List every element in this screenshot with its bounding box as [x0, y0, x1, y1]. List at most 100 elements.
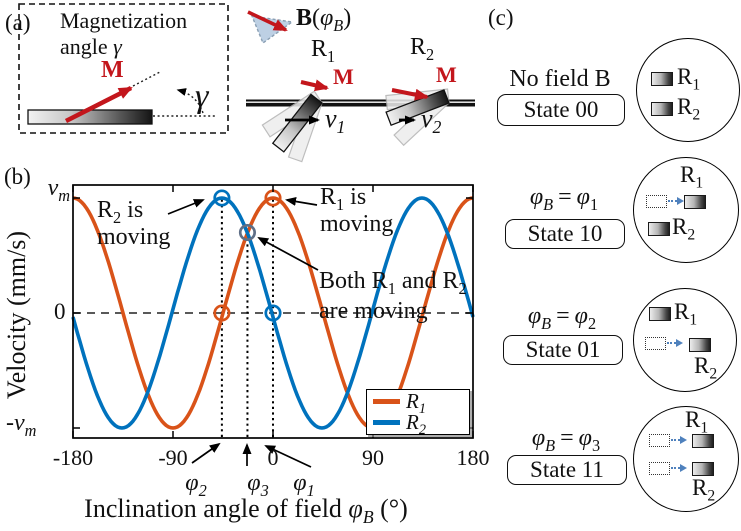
r2-m-arrow: [391, 88, 429, 101]
state2-box: State 01: [503, 335, 623, 365]
r1-m-label: M: [333, 64, 354, 89]
state1-condition: φB = φ1: [505, 184, 623, 214]
r1-sub: 1: [700, 419, 709, 437]
cond-phi: φ: [529, 184, 544, 210]
field-arrow: [247, 10, 288, 32]
state1-r1-arrow: [668, 196, 684, 206]
v1-base: v: [325, 104, 337, 133]
gamma-angle-arc: [176, 88, 204, 114]
r2-sub: 2: [709, 365, 718, 383]
field-phi-sub: B: [333, 15, 344, 35]
y-min-label: -vm: [6, 410, 36, 438]
ann-r2-line2: moving: [97, 224, 171, 250]
state3-box: State 11: [507, 455, 627, 485]
robot-r1: [261, 79, 329, 163]
r1-sub: 1: [689, 311, 698, 329]
r2-m-label: M: [436, 62, 457, 87]
cond-val: φ: [578, 425, 592, 451]
state2-r2-label: R2: [694, 353, 717, 382]
state2-r1-rect: [649, 307, 671, 321]
x-title-post: (°): [373, 494, 408, 523]
ann-r1-sub: 1: [336, 194, 345, 214]
cond-eq: =: [560, 425, 574, 451]
robot-r2: [385, 88, 450, 147]
r1-base: R: [677, 64, 693, 89]
marker-R2: [264, 304, 282, 322]
x-tick-label: 180: [456, 445, 490, 470]
state2-r2-rect: [689, 338, 711, 352]
state2-r2-ghost: [645, 337, 666, 350]
r2-base: R: [410, 34, 427, 60]
state0-r2-label: R2: [677, 94, 700, 123]
ann-both-line2: are moving: [319, 298, 428, 324]
v2-sub: 2: [432, 117, 442, 138]
state1-r1-label: R1: [680, 162, 703, 191]
state0-circle: R1 R2: [636, 38, 740, 142]
state3-r2-label: R2: [692, 475, 715, 504]
r1-robot-label: R1: [311, 36, 336, 66]
state2-r2-arrow: [667, 338, 683, 348]
r1-base: R: [685, 407, 701, 432]
gamma-symbol-inline: γ: [113, 34, 122, 59]
legend-row-r1: R1: [371, 391, 465, 416]
r1-sub: 1: [692, 76, 701, 94]
state1-circle: R1 R2: [633, 157, 739, 263]
legend-r2-sub: 2: [418, 422, 426, 439]
phi1-base: φ: [293, 470, 307, 496]
cond-phi: φ: [527, 303, 542, 329]
ann-r2-sub: 2: [113, 207, 122, 227]
r1-base: R: [674, 299, 690, 324]
cond-phi-sub: B: [543, 194, 554, 214]
panel-b-label: (b): [4, 164, 31, 189]
ann-r1-post: is: [344, 184, 367, 210]
state1-r1-rect: [684, 195, 706, 209]
ann-r1-line2: moving: [320, 211, 394, 237]
state0-r1-rect: [651, 72, 673, 86]
x-tick-label: 90: [362, 445, 384, 470]
ann-both-mid: and R: [395, 268, 459, 294]
ann-r1-pre: R: [320, 184, 337, 210]
ann-r2-pre: R: [97, 197, 114, 223]
phi1-label: φ1: [293, 470, 315, 500]
r1-base: R: [311, 36, 328, 62]
field-b-label: B(φB): [296, 5, 351, 35]
panel-a-title-line2: angle: [60, 34, 114, 59]
chart-plot-group: [71, 184, 475, 439]
phi3-base: φ: [247, 470, 261, 496]
both-moving-annotation: Both R1 and R2 are moving: [319, 266, 467, 326]
r2-sub: 2: [426, 44, 435, 64]
x-tick-label: -180: [52, 445, 94, 470]
r1-moving-annotation-arrow: [285, 197, 318, 206]
cond-phi-sub: B: [541, 313, 552, 333]
ann-both-sub2: 2: [458, 278, 467, 298]
both-moving-annotation-arrow: [257, 237, 319, 271]
magnetization-dotted-extension: [132, 71, 161, 87]
magnetization-arrow: [64, 85, 133, 124]
state3-condition: φB = φ3: [507, 425, 625, 455]
cond-val-sub: 2: [587, 313, 597, 333]
panel-a-dashed-box: [18, 3, 229, 134]
cond-phi: φ: [531, 425, 546, 451]
state3-circle: R1 R2: [633, 406, 739, 512]
v1-label: v1: [325, 104, 345, 136]
r1-sub: 1: [327, 46, 336, 66]
cond-val-sub: 3: [591, 435, 601, 455]
marker-R1: [213, 304, 231, 322]
legend-swatch: [373, 420, 400, 425]
phi1-sub: 1: [306, 480, 315, 500]
ann-r2-post: is: [121, 197, 144, 223]
state2-condition: φB = φ2: [503, 303, 621, 333]
plot-border: [72, 184, 474, 439]
panel-c-label: (c): [488, 5, 514, 30]
state3-r1-label: R1: [685, 407, 708, 436]
panel-a-title: Magnetization angle γ: [60, 8, 187, 60]
legend-r1-sub: 1: [418, 401, 426, 418]
curve-R1: [72, 196, 474, 430]
r2-sub: 2: [692, 106, 701, 124]
r1-sub: 1: [695, 174, 704, 192]
x-title-phi: φ: [348, 494, 363, 523]
cond-val-sub: 1: [589, 194, 599, 214]
legend-row-r2: R2: [371, 412, 465, 437]
chart-legend: R1 R2: [366, 389, 470, 437]
